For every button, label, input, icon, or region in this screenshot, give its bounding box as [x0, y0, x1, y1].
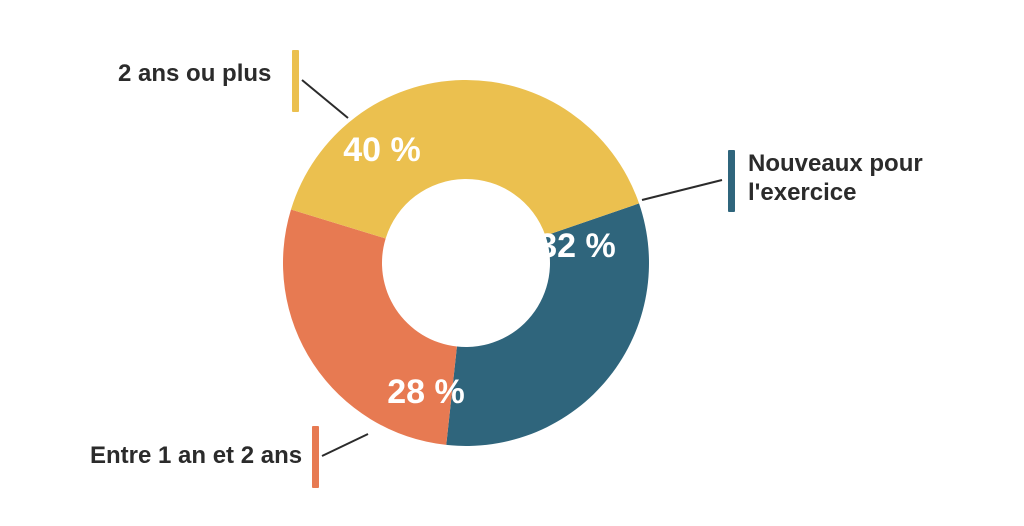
value-one_two: 28 % — [387, 373, 465, 411]
leader-two_plus — [302, 80, 348, 118]
callout-bar-nouveaux — [728, 150, 735, 212]
label-nouveaux: Nouveaux pourl'exercice — [748, 150, 923, 208]
label-entre-1-2: Entre 1 an et 2 ans — [90, 442, 302, 471]
label-2-ans-plus: 2 ans ou plus — [118, 60, 271, 89]
value-two_plus: 40 % — [343, 131, 421, 169]
callout-bar-entre-1-2 — [312, 426, 319, 488]
donut-chart: 32 % 28 % 40 % Nouveaux pourl'exercice Ent… — [0, 0, 1024, 526]
leader-one_two — [322, 434, 368, 456]
leader-new — [642, 180, 722, 200]
callout-bar-2-ans-plus — [292, 50, 299, 112]
value-new: 32 % — [538, 227, 616, 265]
